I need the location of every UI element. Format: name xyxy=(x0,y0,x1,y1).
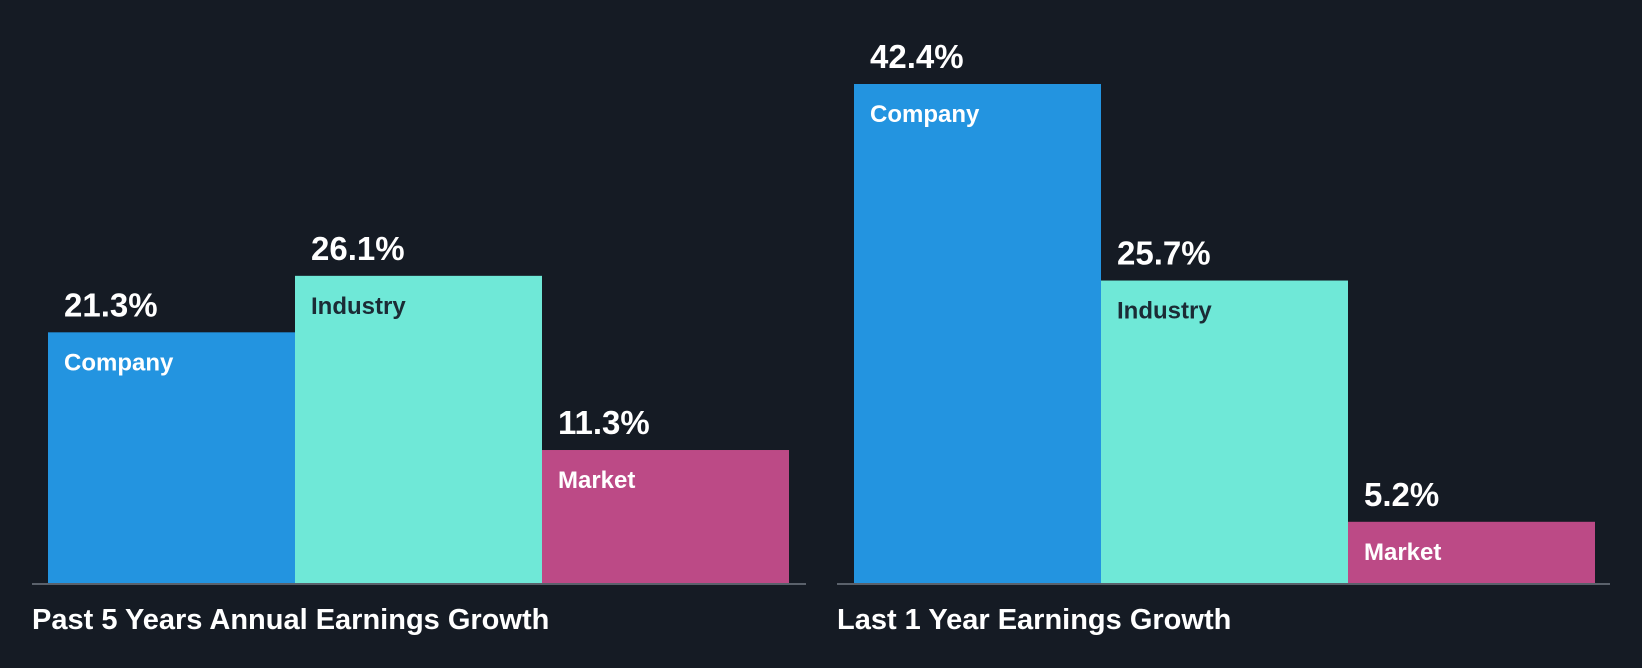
chart-0-group: 21.3% Company 26.1% Industry 11.3% Market xyxy=(32,230,806,585)
bar-industry xyxy=(1101,280,1348,583)
value-label-market: 5.2% xyxy=(1364,476,1439,513)
value-label-industry: 26.1% xyxy=(311,230,405,267)
bar-market xyxy=(542,450,789,583)
category-label-company: Company xyxy=(64,349,174,376)
category-label-market: Market xyxy=(1364,539,1441,566)
chart-1-group: 42.4% Company 25.7% Industry 5.2% Market xyxy=(837,38,1610,585)
value-label-company: 21.3% xyxy=(64,286,158,323)
category-label-industry: Industry xyxy=(1117,298,1212,325)
bar-market xyxy=(1348,521,1595,583)
bar-industry xyxy=(295,275,542,583)
value-label-market: 11.3% xyxy=(558,404,650,441)
value-label-industry: 25.7% xyxy=(1117,235,1211,272)
value-label-company: 42.4% xyxy=(870,38,964,75)
category-label-company: Company xyxy=(870,101,980,128)
bar-company xyxy=(48,332,295,583)
chart-title-last-1-year: Last 1 Year Earnings Growth xyxy=(837,604,1232,636)
category-label-industry: Industry xyxy=(311,293,406,320)
bar-company xyxy=(854,84,1101,583)
category-label-market: Market xyxy=(558,467,635,494)
chart-title-past-5-years: Past 5 Years Annual Earnings Growth xyxy=(32,604,550,636)
